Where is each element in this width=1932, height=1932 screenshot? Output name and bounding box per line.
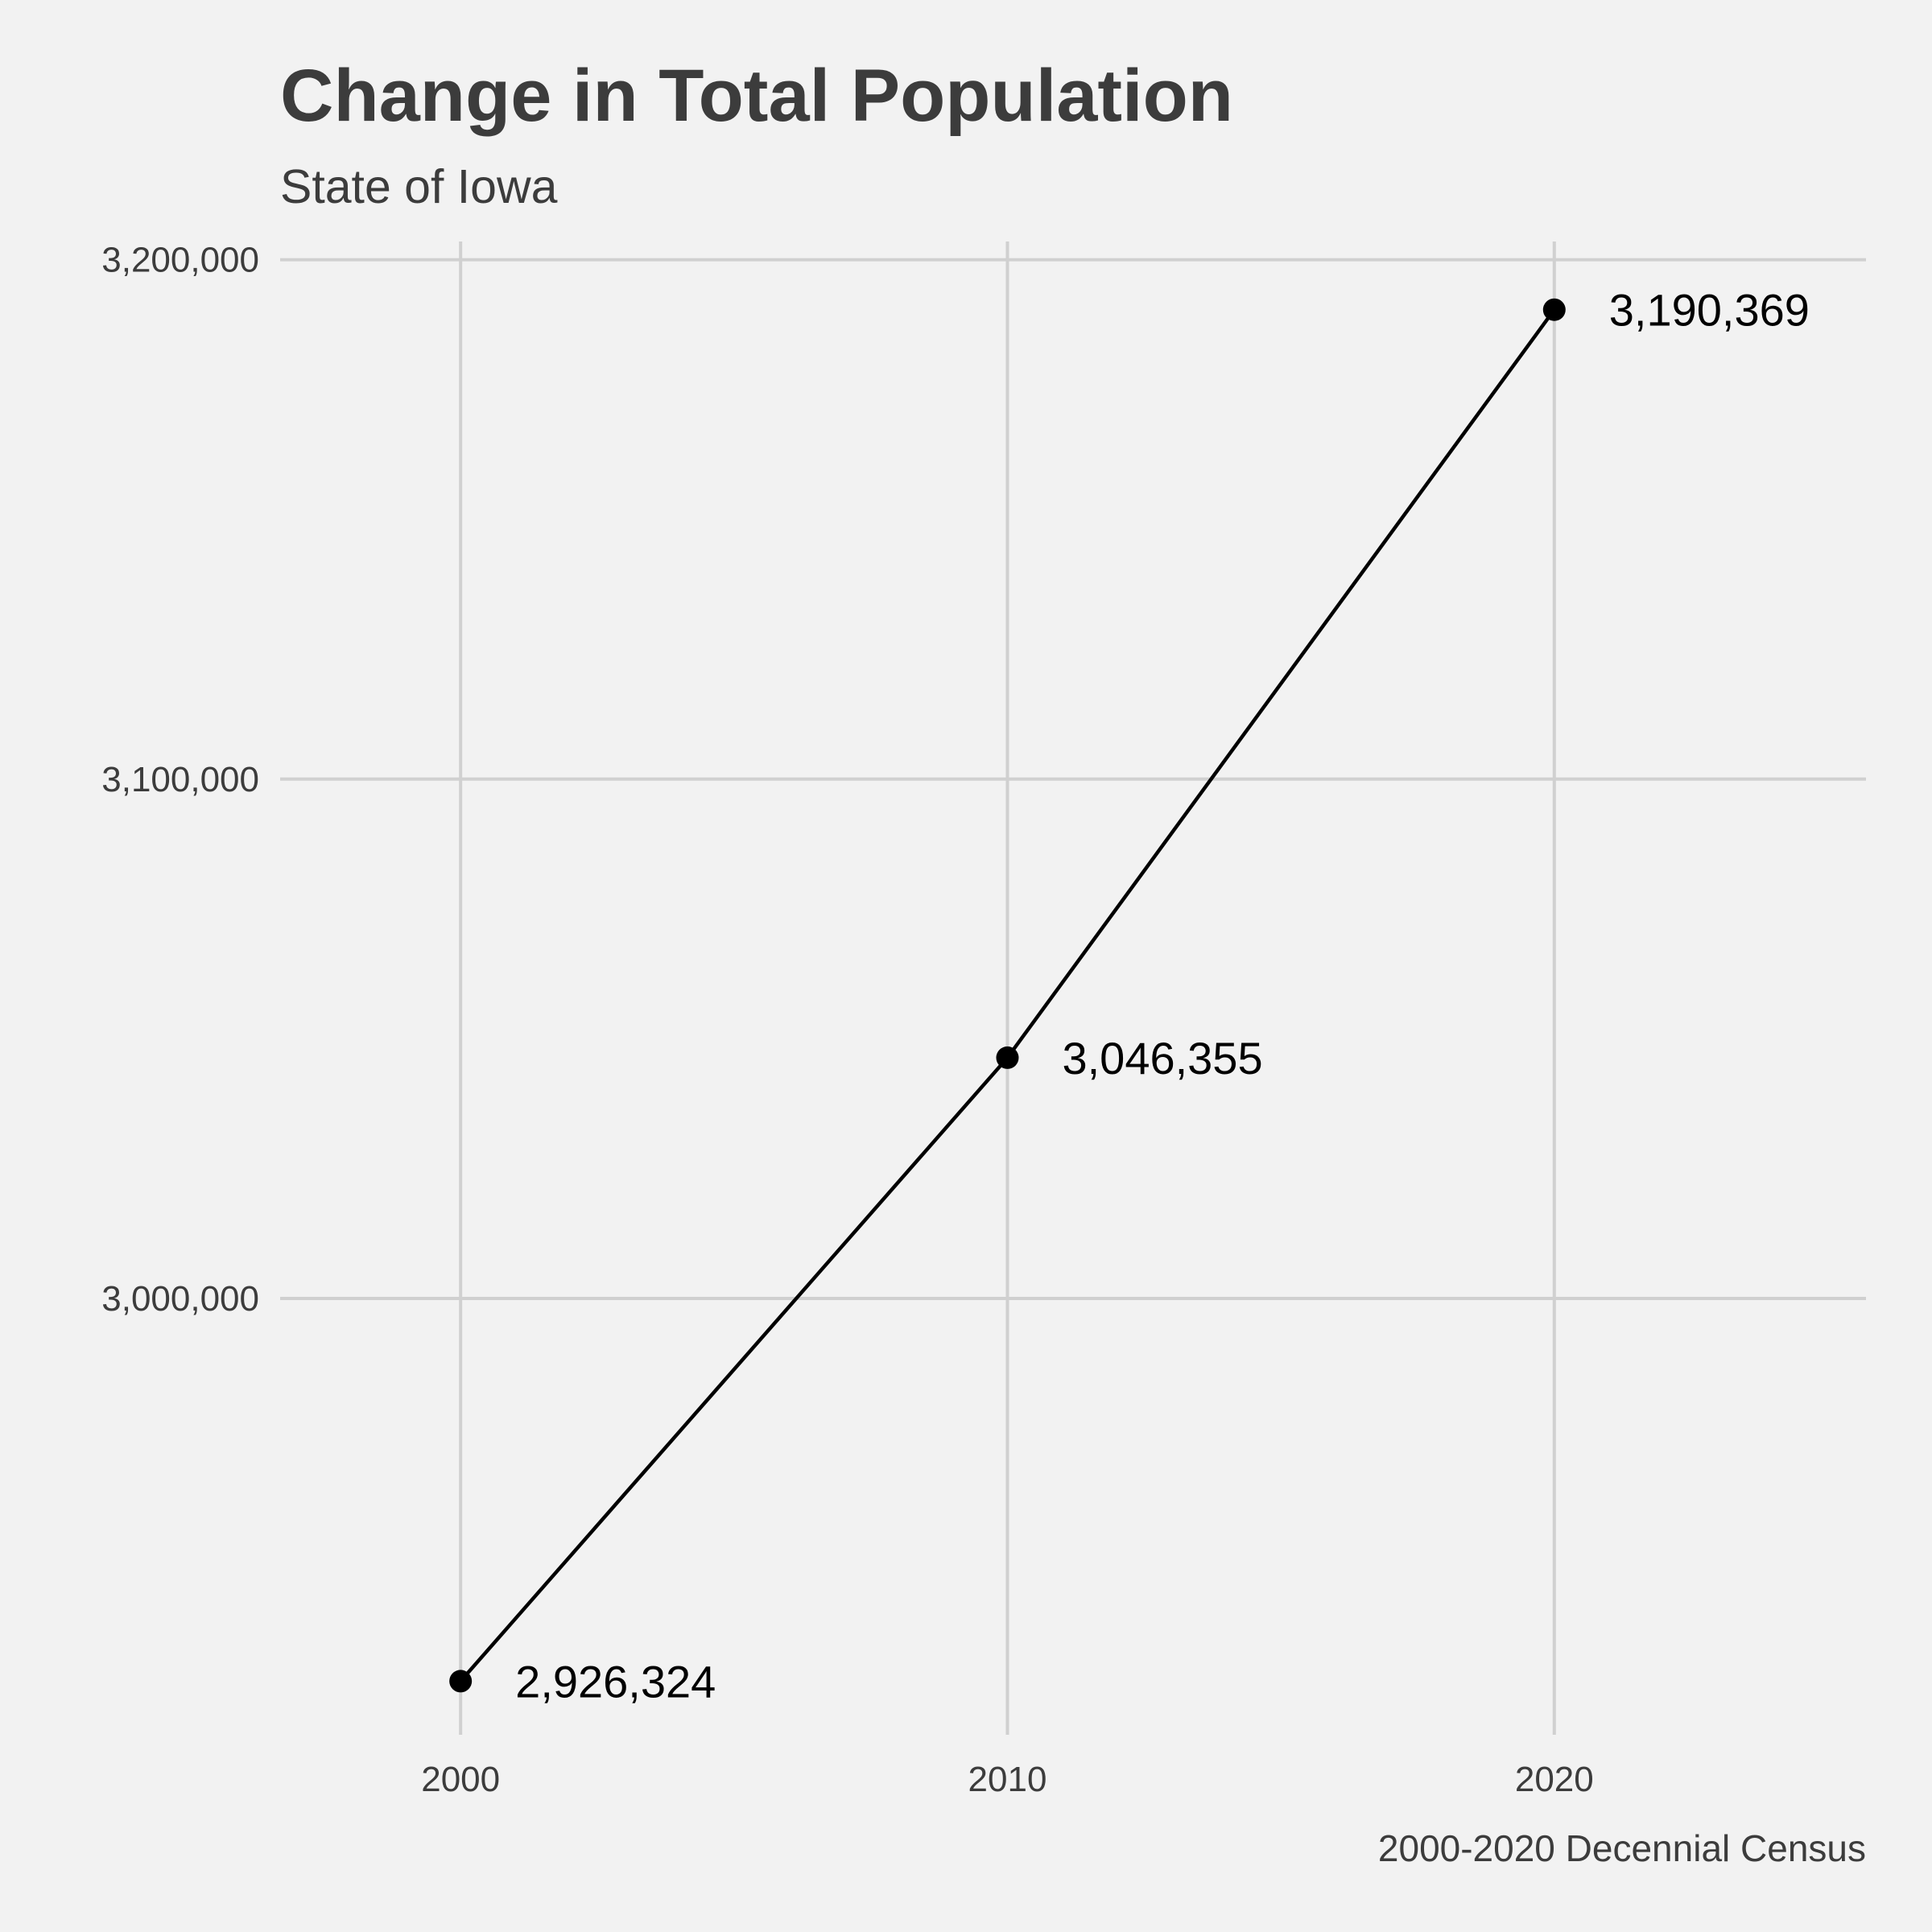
y-tick-label: 3,000,000 [101,1279,259,1319]
data-point [449,1670,473,1693]
series-layer: 2,926,324 3,046,355 3,190,369 [449,285,1810,1707]
axis-tick-labels: 3,000,000 3,100,000 3,200,000 2000 2010 2020 [101,241,1593,1799]
y-tick-label: 3,100,000 [101,760,259,799]
x-tick-label: 2020 [1515,1760,1594,1799]
data-label: 3,190,369 [1609,285,1810,336]
data-label: 3,046,355 [1062,1033,1262,1084]
chart-title: Change in Total Population [280,55,1233,137]
data-label: 2,926,324 [515,1656,716,1707]
y-tick-label: 3,200,000 [101,241,259,280]
chart-subtitle: State of Iowa [280,160,558,213]
x-tick-label: 2010 [968,1760,1047,1799]
grid-lines [280,242,1866,1735]
x-tick-label: 2000 [421,1760,500,1799]
data-point [1542,298,1566,321]
data-point [996,1046,1019,1069]
chart-caption: 2000-2020 Decennial Census [1378,1827,1866,1869]
